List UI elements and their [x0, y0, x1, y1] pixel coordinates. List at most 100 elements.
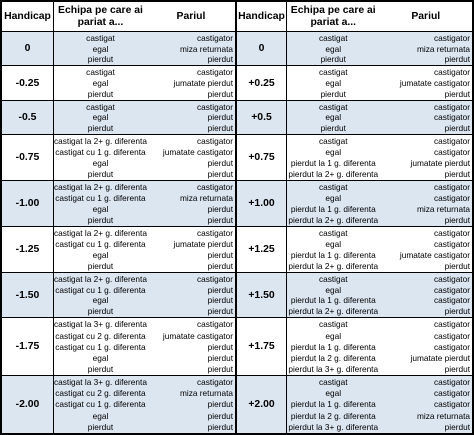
team-result: pierdut la 2+ g. diferenta — [288, 168, 379, 179]
team-result-cell: castigat egal pierdut la 1 g. diferenta pie… — [287, 226, 380, 273]
bet-outcome: miza returnata — [179, 388, 233, 399]
handicap-value: -0.5 — [2, 100, 54, 136]
team-result: egal — [92, 78, 109, 89]
team-result: pierdut la 1 g. diferenta — [290, 295, 376, 306]
team-result-cell: castigat la 2+ g. diferenta castigat cu 1… — [54, 272, 147, 319]
team-result-cell: castigat egal pierdut la 1 g. diferenta pie… — [287, 272, 380, 319]
team-result: castigat — [318, 67, 348, 78]
bet-outcome: miza returnata — [179, 192, 233, 203]
team-result: pierdut la 2+ g. diferenta — [288, 260, 379, 271]
bet-outcome-cell: castigator miza returnata pierdut — [379, 32, 472, 67]
bet-outcome: castigator — [197, 319, 233, 330]
negative-handicap-table: Handicap Echipa pe care ai pariat a... P… — [0, 0, 236, 435]
team-result: castigat cu 1 g. diferenta — [55, 147, 146, 158]
handicap-value: +1.50 — [237, 272, 287, 319]
bet-outcome: castigator — [197, 32, 233, 43]
team-result: pierdut — [87, 421, 114, 432]
bet-outcome: castigator — [434, 330, 470, 341]
team-result: egal — [92, 295, 109, 306]
handicap-value: -1.00 — [2, 180, 54, 227]
team-result: egal — [92, 112, 109, 123]
bet-outcome: jumatate castigator — [399, 78, 470, 89]
team-result: castigat — [318, 376, 348, 387]
bet-outcome-cell: castigator jumatate pierdut pierdut pierdut — [146, 226, 235, 273]
bet-outcome: castigator — [434, 32, 470, 43]
team-result: castigat — [318, 101, 348, 112]
bet-header: Pariul — [379, 2, 472, 32]
team-result: pierdut la 1 g. diferenta — [290, 249, 376, 260]
team-result: pierdut la 3+ g. diferenta — [288, 421, 379, 432]
team-result: pierdut la 1 g. diferenta — [290, 203, 376, 214]
bet-outcome: castigator — [197, 67, 233, 78]
bet-outcome: jumatate pierdut — [173, 238, 234, 249]
bet-outcome: castigator — [434, 319, 470, 330]
team-result: castigat — [318, 32, 348, 43]
bet-outcome: pierdut — [207, 123, 233, 134]
bet-outcome: pierdut — [207, 295, 233, 306]
bet-outcome: jumatate pierdut — [173, 78, 234, 89]
bet-outcome: pierdut — [207, 112, 233, 123]
team-result: castigat — [318, 319, 348, 330]
bet-outcome: pierdut — [207, 88, 233, 99]
team-result-cell: castigat la 3+ g. diferenta castigat cu 2… — [54, 318, 147, 376]
team-result: pierdut la 2 g. diferenta — [290, 352, 376, 363]
team-result: pierdut la 2+ g. diferenta — [288, 306, 379, 317]
bet-outcome: pierdut — [444, 168, 470, 179]
bet-outcome: castigator — [197, 101, 233, 112]
team-result: egal — [325, 78, 342, 89]
bet-outcome-cell: castigator jumatate castigator pierdut pier… — [146, 135, 235, 181]
team-result: pierdut la 3+ g. diferenta — [288, 363, 379, 374]
bet-header: Pariul — [146, 2, 235, 32]
team-result: egal — [325, 192, 342, 203]
bet-outcome-cell: castigator castigator jumatate castigator p… — [379, 226, 472, 273]
team-result: pierdut — [87, 260, 114, 271]
team-result: pierdut — [87, 123, 114, 134]
handicap-value: -2.00 — [2, 375, 54, 433]
handicap-value: +1.25 — [237, 226, 287, 273]
team-result-cell: castigat la 2+ g. diferenta castigat cu 1… — [54, 226, 147, 273]
team-result-cell: castigat egal pierdut la 1 g. diferenta pie… — [287, 375, 380, 433]
bet-outcome-cell: castigator jumatate pierdut pierdut — [146, 66, 235, 101]
handicap-header: Handicap — [237, 2, 287, 32]
team-result: egal — [92, 410, 109, 421]
bet-outcome: jumatate pierdut — [410, 157, 471, 168]
team-result: castigat cu 1 g. diferenta — [55, 192, 146, 203]
team-result: pierdut la 2 g. diferenta — [290, 410, 376, 421]
team-result: pierdut — [87, 306, 114, 317]
team-result: egal — [92, 249, 109, 260]
bet-outcome-cell: castigator jumatate castigator pierdut pier… — [146, 318, 235, 376]
team-result: pierdut la 1 g. diferenta — [290, 157, 376, 168]
team-result-cell: castigat egal pierdut — [54, 32, 147, 67]
team-result: egal — [325, 43, 342, 54]
team-result: castigat — [318, 273, 348, 284]
bet-outcome-cell: castigator miza returnata pierdut — [146, 32, 235, 67]
handicap-value: +1.00 — [237, 180, 287, 227]
bet-outcome-cell: castigator pierdut pierdut pierdut — [146, 272, 235, 319]
bet-outcome-cell: castigator miza returnata pierdut pierdut — [146, 180, 235, 227]
team-result: castigat la 2+ g. diferenta — [54, 227, 147, 238]
team-result: castigat la 2+ g. diferenta — [54, 273, 147, 284]
bet-outcome: castigator — [434, 192, 470, 203]
bet-outcome: castigator — [434, 147, 470, 158]
bet-outcome: castigator — [434, 399, 470, 410]
team-result: castigat — [318, 181, 348, 192]
bet-outcome-cell: castigator castigator castigator pierdut — [379, 272, 472, 319]
bet-outcome: castigator — [434, 388, 470, 399]
team-result-cell: castigat la 3+ g. diferenta castigat cu 2… — [54, 375, 147, 433]
bet-outcome: pierdut — [444, 54, 470, 65]
handicap-value: -1.50 — [2, 272, 54, 319]
handicap-value: -0.25 — [2, 66, 54, 101]
team-result: egal — [92, 43, 109, 54]
team-result: castigat la 2+ g. diferenta — [54, 181, 147, 192]
handicap-value: +0.75 — [237, 135, 287, 181]
bet-outcome: pierdut — [207, 306, 233, 317]
team-result: egal — [92, 157, 109, 168]
team-result: castigat la 3+ g. diferenta — [54, 376, 147, 387]
team-header-line2: pariat a... — [310, 16, 357, 28]
bet-outcome: pierdut — [444, 306, 470, 317]
team-result: pierdut — [87, 54, 114, 65]
bet-outcome: pierdut — [207, 341, 233, 352]
bet-outcome: castigator — [434, 341, 470, 352]
bet-outcome: pierdut — [444, 214, 470, 225]
